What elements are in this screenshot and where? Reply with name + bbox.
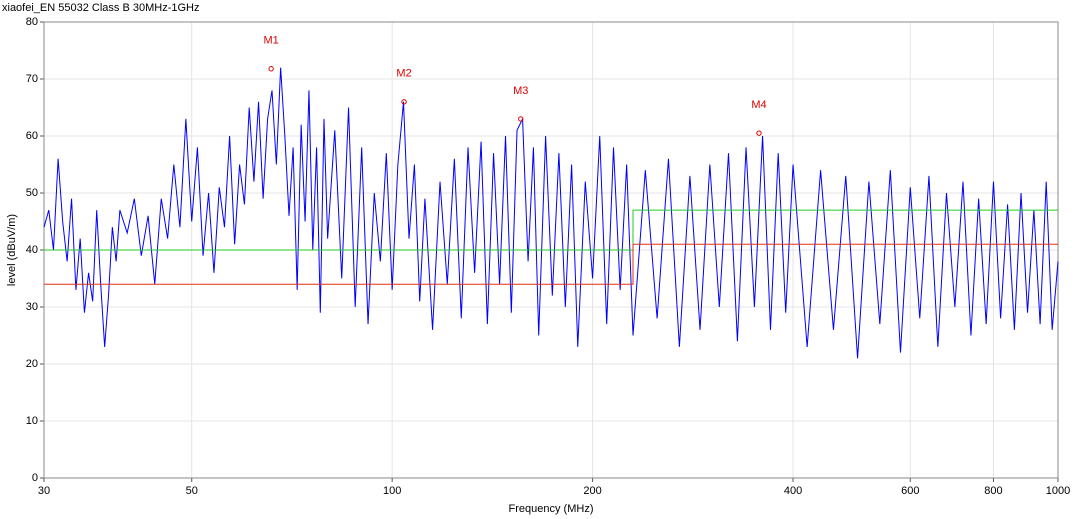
x-tick-label: 200 xyxy=(583,485,601,497)
series-line xyxy=(44,209,1058,251)
y-axis-label: level (dBuV/m) xyxy=(6,214,18,286)
x-tick-label: 800 xyxy=(984,485,1002,497)
marker-label: M2 xyxy=(396,68,411,80)
marker-label: M4 xyxy=(751,99,766,111)
marker-point xyxy=(756,130,762,136)
x-tick-label: 400 xyxy=(784,485,802,497)
y-tick-label: 20 xyxy=(26,358,38,370)
marker-point xyxy=(518,116,524,122)
marker-point xyxy=(268,66,274,72)
y-tick-label: 70 xyxy=(26,73,38,85)
x-tick-label: 100 xyxy=(383,485,401,497)
x-tick-label: 30 xyxy=(38,485,50,497)
marker-label: M1 xyxy=(263,35,278,47)
x-tick-label: 1000 xyxy=(1046,485,1070,497)
x-tick-label: 50 xyxy=(186,485,198,497)
series-line xyxy=(43,67,1059,359)
y-tick-label: 10 xyxy=(26,415,38,427)
y-tick-label: 30 xyxy=(26,301,38,313)
series-line xyxy=(44,243,1058,285)
y-tick-label: 80 xyxy=(26,16,38,28)
y-tick-label: 40 xyxy=(26,244,38,256)
y-tick-label: 0 xyxy=(32,472,38,484)
y-tick-label: 50 xyxy=(26,187,38,199)
marker-label: M3 xyxy=(513,85,528,97)
y-tick-label: 60 xyxy=(26,130,38,142)
chart-title: xiaofei_EN 55032 Class B 30MHz-1GHz xyxy=(2,2,199,14)
x-tick-label: 600 xyxy=(901,485,919,497)
marker-point xyxy=(401,99,407,105)
x-axis-label: Frequency (MHz) xyxy=(509,503,594,515)
